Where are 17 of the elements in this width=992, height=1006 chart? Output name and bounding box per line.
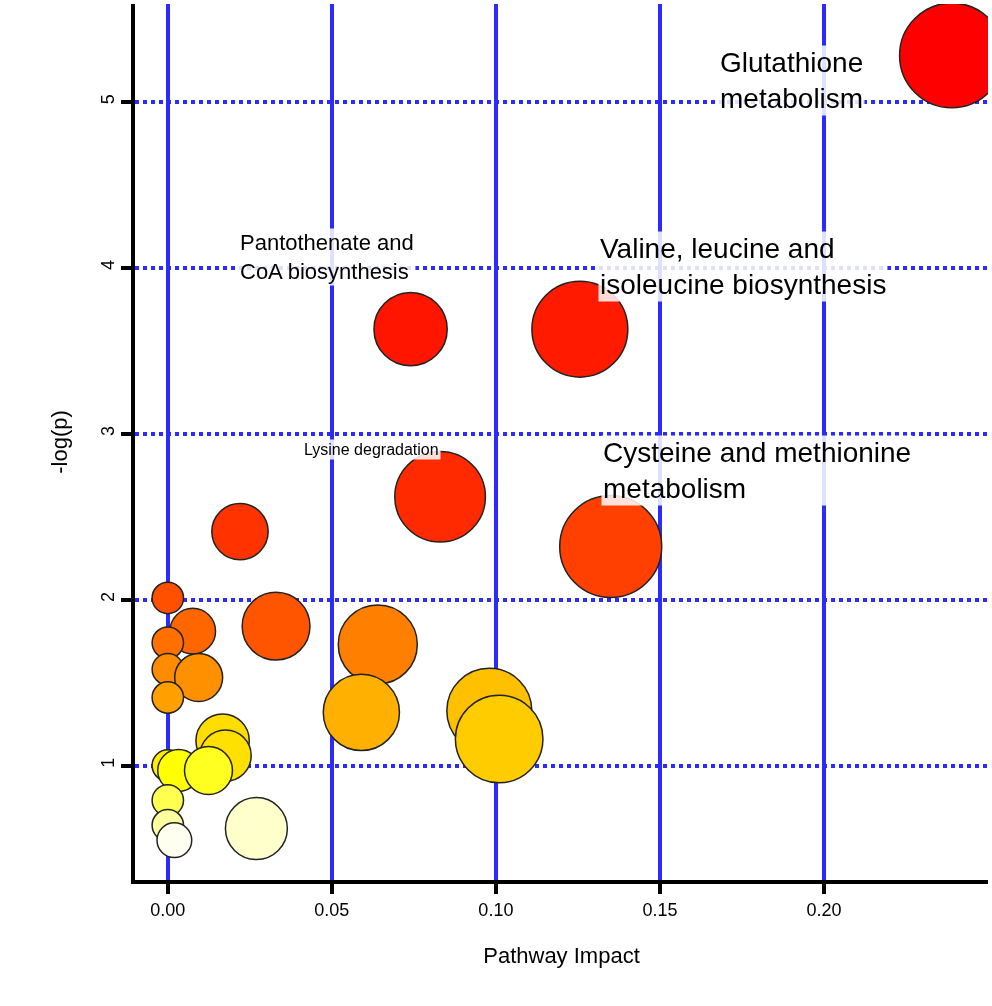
x-axis-title: Pathway Impact — [483, 943, 640, 968]
x-tick-label: 0.05 — [314, 899, 350, 920]
y-tick-label: 4 — [97, 260, 118, 271]
y-tick-label: 5 — [97, 94, 118, 105]
x-tick-label: 0.15 — [642, 899, 678, 920]
annotation: Pantothenate and CoA biosynthesis — [240, 230, 414, 284]
y-axis-title: -log(p) — [47, 410, 73, 474]
annotation: Lysine degradation — [304, 441, 439, 458]
x-tick-label: 0.10 — [478, 899, 514, 920]
y-tick-label: 2 — [97, 591, 118, 602]
annotation: Valine, leucine and isoleucine biosynthesis — [600, 233, 887, 301]
annotation: Glutathione metabolism — [720, 47, 864, 115]
y-tick-label: 1 — [97, 757, 118, 768]
annotation: Cysteine and methionine metabolism — [603, 437, 912, 505]
y-tick-label: 3 — [97, 425, 118, 437]
x-tick-label: 0.20 — [806, 899, 842, 920]
x-tick-label: 0.00 — [150, 899, 186, 920]
